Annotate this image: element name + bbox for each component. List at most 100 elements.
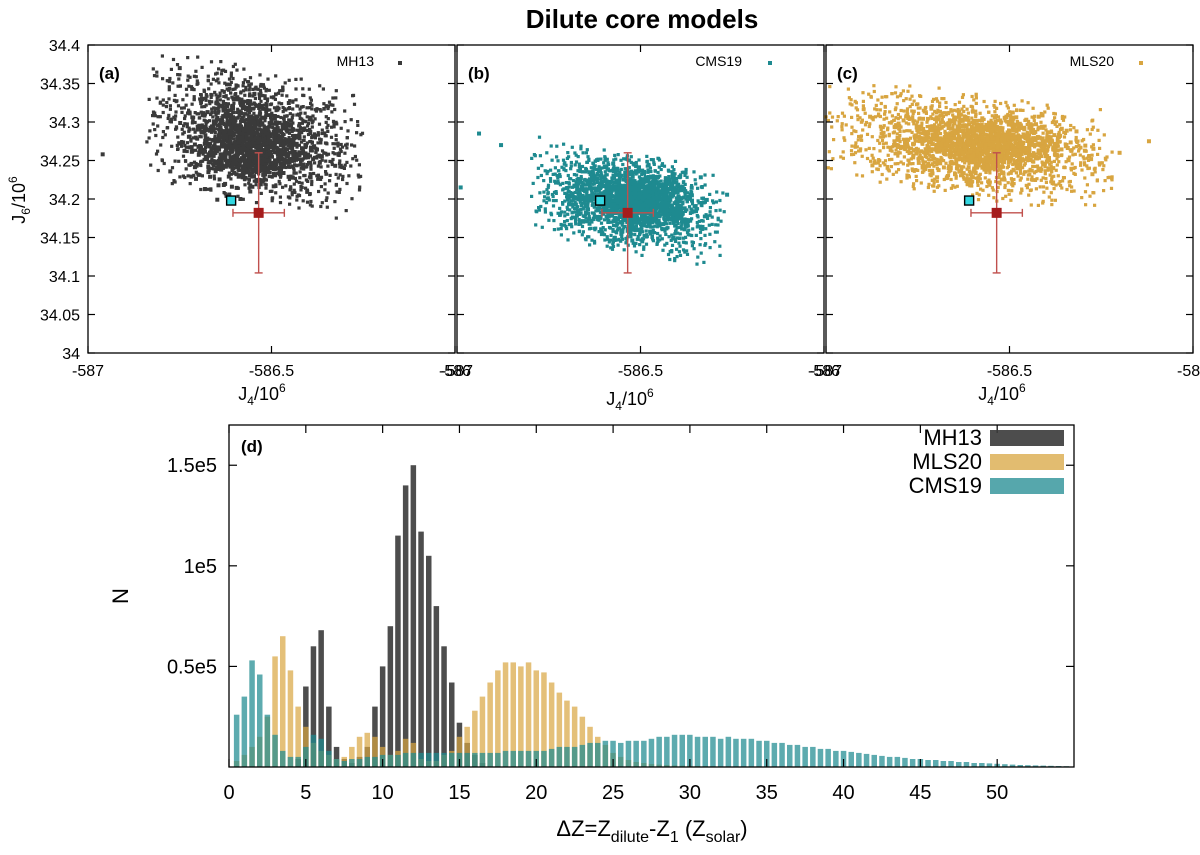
scatter-point (1011, 162, 1015, 167)
scatter-point (702, 260, 706, 264)
scatter-point (683, 250, 687, 254)
scatter-point (581, 230, 585, 234)
scatter-point (236, 174, 241, 179)
scatter-point (173, 117, 177, 121)
scatter-point (253, 96, 257, 101)
scatter-point (271, 165, 276, 170)
scatter-point (697, 219, 701, 223)
scatter-point (228, 117, 232, 121)
scatter-point (553, 172, 557, 176)
scatter-point (880, 138, 885, 143)
scatter-point (203, 145, 208, 150)
scatter-point (622, 185, 627, 190)
scatter-point (302, 135, 306, 139)
scatter-point (665, 227, 669, 231)
scatter-point (225, 87, 229, 91)
scatter-point (235, 130, 239, 134)
scatter-point (330, 162, 334, 167)
scatter-point (644, 179, 649, 184)
scatter-point (151, 67, 155, 71)
scatter-point (258, 156, 263, 161)
scatter-point (247, 178, 251, 182)
scatter-point (701, 219, 705, 223)
scatter-point (250, 114, 254, 118)
scatter-point (718, 208, 722, 212)
scatter-point (704, 242, 708, 246)
scatter-point (282, 122, 287, 127)
scatter-point (244, 134, 249, 139)
scatter-point (974, 113, 978, 117)
scatter-point (233, 62, 237, 66)
scatter-point (269, 95, 273, 99)
scatter-point (692, 170, 696, 174)
scatter-point (208, 125, 213, 130)
scatter-point (227, 108, 232, 113)
scatter-point (224, 115, 229, 119)
scatter-point (543, 169, 547, 173)
scatter-point (153, 114, 157, 118)
scatter-point (255, 162, 260, 166)
scatter-point (644, 219, 649, 224)
scatter-point (694, 209, 698, 214)
scatter-point (677, 197, 682, 202)
scatter-point (563, 210, 567, 214)
scatter-point (580, 195, 585, 200)
scatter-point (210, 107, 214, 111)
scatter-point (658, 238, 662, 242)
scatter-point (196, 55, 200, 59)
scatter-point (339, 142, 343, 147)
x-axis-label-den: /10 (622, 389, 647, 409)
scatter-point (199, 187, 203, 192)
scatter-point (232, 170, 237, 175)
scatter-point (226, 115, 230, 119)
scatter-point (591, 201, 595, 205)
scatter-point (618, 189, 623, 193)
scatter-point (268, 108, 272, 112)
scatter-point (210, 167, 214, 171)
scatter-point (180, 106, 184, 110)
scatter-point (571, 202, 575, 206)
scatter-point (616, 168, 620, 172)
scatter-point (232, 116, 237, 121)
scatter-point (197, 116, 201, 120)
scatter-point (551, 204, 556, 208)
scatter-point (308, 129, 313, 134)
scatter-point (657, 213, 662, 218)
scatter-point (170, 144, 174, 148)
scatter-point (243, 93, 247, 97)
scatter-point (596, 193, 600, 197)
scatter-point (584, 166, 588, 171)
scatter-point (255, 144, 260, 149)
scatter-point (234, 123, 239, 128)
scatter-point (189, 145, 194, 150)
scatter-point (350, 197, 354, 201)
scatter-point (620, 194, 625, 199)
scatter-point (334, 89, 338, 93)
scatter-point (828, 85, 832, 89)
scatter-point (282, 162, 286, 167)
scatter-point (549, 168, 553, 172)
scatter-point (300, 127, 304, 131)
scatter-point (221, 119, 225, 123)
scatter-point (654, 186, 659, 191)
scatter-point (690, 233, 694, 238)
scatter-point (699, 203, 703, 207)
scatter-point (298, 116, 302, 120)
scatter-point (285, 94, 289, 98)
scatter-point (673, 172, 677, 176)
scatter-point (586, 181, 590, 185)
scatter-point (252, 106, 256, 110)
scatter-point (311, 114, 315, 118)
scatter-point (155, 74, 159, 78)
scatter-point (248, 125, 253, 130)
scatter-point (669, 184, 673, 189)
scatter-point (245, 167, 250, 171)
scatter-point (676, 222, 680, 226)
scatter-point (650, 235, 654, 239)
scatter-point (607, 200, 612, 204)
scatter-point (570, 145, 574, 149)
scatter-point (283, 157, 287, 161)
scatter-point (592, 192, 597, 197)
scatter-point (235, 110, 239, 114)
scatter-point (282, 132, 286, 136)
